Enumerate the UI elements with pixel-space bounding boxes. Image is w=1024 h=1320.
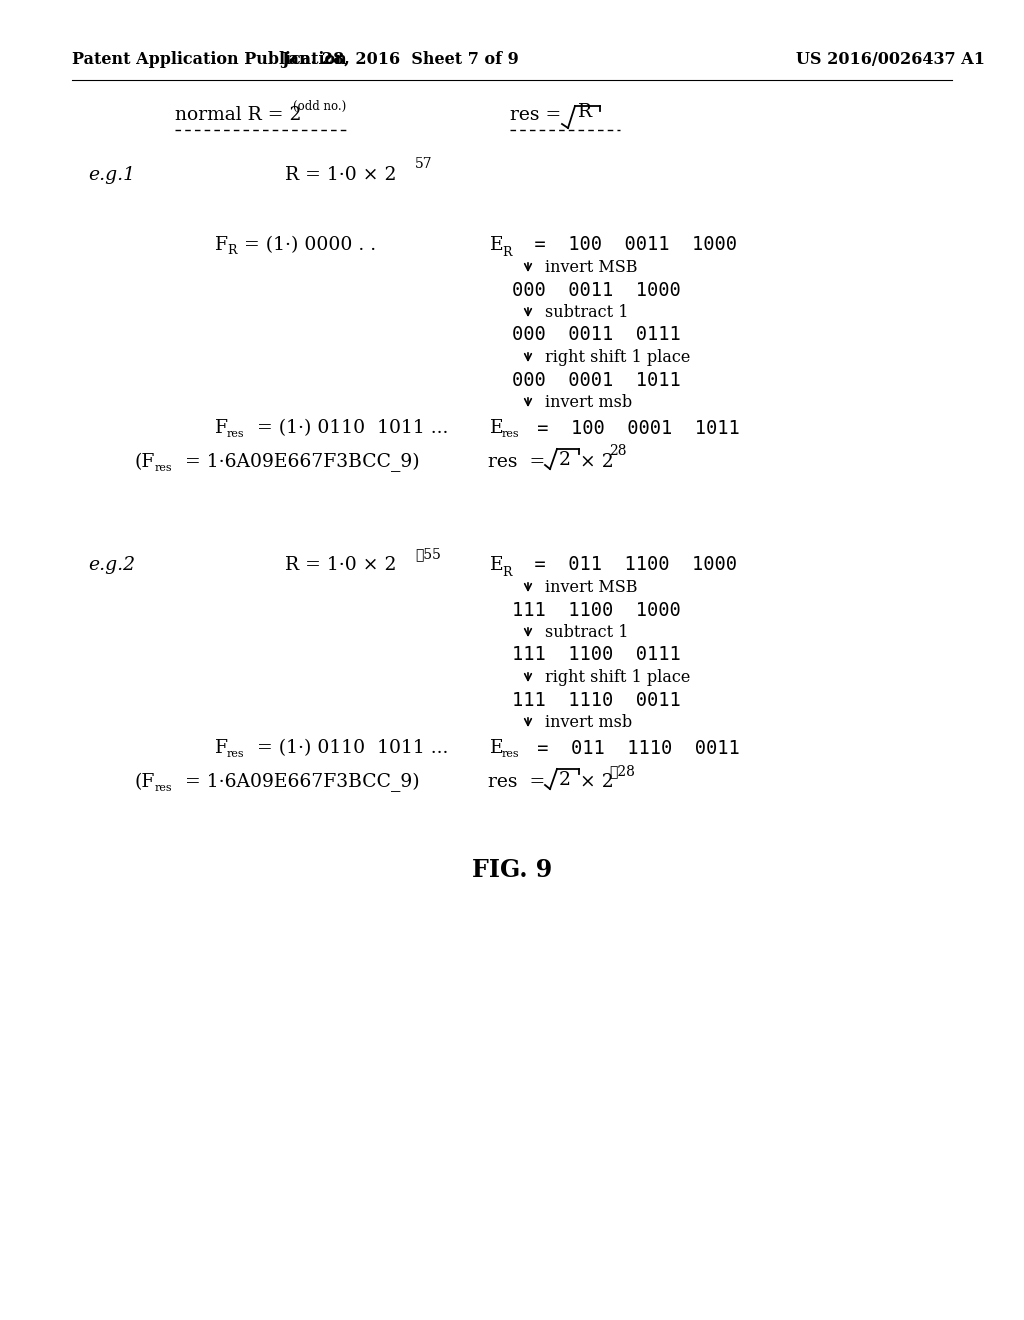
- Text: US 2016/0026437 A1: US 2016/0026437 A1: [796, 51, 984, 69]
- Text: F: F: [215, 739, 228, 756]
- Text: R: R: [578, 103, 592, 121]
- Text: R: R: [227, 244, 237, 257]
- Text: = (1·) 0110  1011 ...: = (1·) 0110 1011 ...: [251, 739, 449, 756]
- Text: 000  0001  1011: 000 0001 1011: [512, 371, 681, 389]
- Text: e.g.2: e.g.2: [88, 556, 135, 574]
- Text: subtract 1: subtract 1: [545, 304, 629, 321]
- Text: res: res: [502, 748, 519, 759]
- Text: E: E: [490, 739, 504, 756]
- Text: right shift 1 place: right shift 1 place: [545, 348, 690, 366]
- Text: res: res: [227, 748, 245, 759]
- Text: = 1·6A09E667F3BCC_9): = 1·6A09E667F3BCC_9): [179, 772, 420, 792]
- Text: res =: res =: [510, 106, 567, 124]
- Text: e.g.1: e.g.1: [88, 166, 135, 183]
- Text: =  011  1110  0011: = 011 1110 0011: [526, 738, 739, 758]
- Text: × 2: × 2: [580, 774, 613, 791]
- Text: (F: (F: [135, 774, 156, 791]
- Text: res: res: [227, 429, 245, 440]
- Text: 2: 2: [559, 771, 571, 789]
- Text: 28: 28: [609, 444, 627, 458]
- Text: res: res: [502, 429, 519, 440]
- Text: invert msb: invert msb: [545, 393, 632, 411]
- Text: R = 1·0 × 2: R = 1·0 × 2: [285, 166, 396, 183]
- Text: × 2: × 2: [580, 453, 613, 471]
- Text: invert MSB: invert MSB: [545, 579, 638, 597]
- Text: 000  0011  0111: 000 0011 0111: [512, 326, 681, 345]
- Text: normal R = 2: normal R = 2: [175, 106, 301, 124]
- Text: res: res: [155, 783, 173, 793]
- Text: FIG. 9: FIG. 9: [472, 858, 552, 882]
- Text: res  =: res =: [488, 774, 551, 791]
- Text: 111  1100  0111: 111 1100 0111: [512, 645, 681, 664]
- Text: res: res: [155, 463, 173, 473]
- Text: (F: (F: [135, 453, 156, 471]
- Text: E: E: [490, 556, 504, 574]
- Text: 111  1100  1000: 111 1100 1000: [512, 601, 681, 619]
- Text: R: R: [502, 246, 512, 259]
- Text: =  011  1100  1000: = 011 1100 1000: [512, 556, 737, 574]
- Text: res  =: res =: [488, 453, 551, 471]
- Text: F: F: [215, 236, 228, 253]
- Text: = (1·) 0000 . .: = (1·) 0000 . .: [238, 236, 376, 253]
- Text: = 1·6A09E667F3BCC_9): = 1·6A09E667F3BCC_9): [179, 453, 420, 471]
- Text: = (1·) 0110  1011 ...: = (1·) 0110 1011 ...: [251, 418, 449, 437]
- Text: R: R: [502, 565, 512, 578]
- Text: 2: 2: [559, 451, 571, 469]
- Text: 57: 57: [415, 157, 432, 172]
- Text: ⁳55: ⁳55: [415, 546, 441, 561]
- Text: 111  1110  0011: 111 1110 0011: [512, 690, 681, 710]
- Text: E: E: [490, 236, 504, 253]
- Text: ⁳28: ⁳28: [609, 764, 635, 777]
- Text: 000  0011  1000: 000 0011 1000: [512, 281, 681, 300]
- Text: invert MSB: invert MSB: [545, 259, 638, 276]
- Text: =  100  0001  1011: = 100 0001 1011: [526, 418, 739, 437]
- Text: subtract 1: subtract 1: [545, 624, 629, 642]
- Text: =  100  0011  1000: = 100 0011 1000: [512, 235, 737, 255]
- Text: right shift 1 place: right shift 1 place: [545, 669, 690, 686]
- Text: Patent Application Publication: Patent Application Publication: [72, 51, 347, 69]
- Text: invert msb: invert msb: [545, 714, 632, 731]
- Text: E: E: [490, 418, 504, 437]
- Text: (odd no.): (odd no.): [293, 100, 346, 114]
- Text: R = 1·0 × 2: R = 1·0 × 2: [285, 556, 396, 574]
- Text: F: F: [215, 418, 228, 437]
- Text: Jan. 28, 2016  Sheet 7 of 9: Jan. 28, 2016 Sheet 7 of 9: [282, 51, 519, 69]
